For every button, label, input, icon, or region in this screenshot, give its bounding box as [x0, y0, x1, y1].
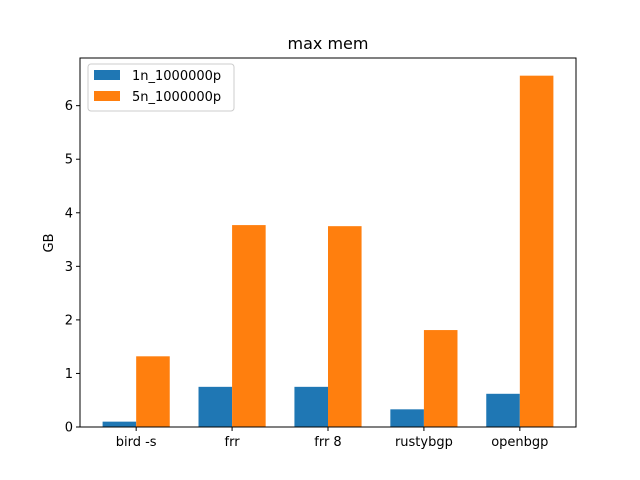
- x-tick-label: bird -s: [116, 435, 157, 450]
- legend: 1n_1000000p 5n_1000000p: [87, 63, 235, 112]
- bar-1n_1000000p-openbgp: [486, 393, 520, 427]
- x-tick-label: rustybgp: [395, 435, 453, 450]
- bar-5n_1000000p-rustybgp: [423, 330, 458, 427]
- y-tick-label: 4: [65, 206, 73, 221]
- chart-title: max mem: [288, 34, 369, 53]
- legend-swatch: [94, 91, 120, 101]
- bar-5n_1000000p-bird--s: [136, 356, 170, 427]
- bar-5n_1000000p-openbgp: [519, 75, 554, 428]
- y-tick-label: 6: [65, 99, 73, 114]
- bar-5n_1000000p-frr-8: [328, 226, 362, 427]
- legend-label: 1n_1000000p: [132, 69, 221, 84]
- x-tick-label: frr: [225, 435, 241, 450]
- y-tick-label: 3: [65, 260, 73, 275]
- y-axis-label: GB: [42, 234, 57, 253]
- y-tick-label: 2: [65, 313, 73, 328]
- legend-box: [87, 63, 235, 112]
- bar-1n_1000000p-frr: [198, 386, 233, 427]
- legend-swatch: [94, 70, 120, 80]
- bar-5n_1000000p-frr: [232, 225, 266, 427]
- y-tick-label: 0: [65, 421, 73, 436]
- bar-1n_1000000p-frr-8: [294, 386, 328, 427]
- legend-label: 5n_1000000p: [132, 90, 221, 105]
- y-tick-label: 5: [65, 153, 73, 168]
- bars-group: [102, 75, 554, 428]
- x-tick-label: frr 8: [314, 435, 341, 450]
- x-tick-label: openbgp: [491, 435, 548, 450]
- bar-1n_1000000p-bird--s: [102, 421, 137, 427]
- y-tick-label: 1: [65, 367, 73, 382]
- bar-1n_1000000p-rustybgp: [390, 409, 424, 427]
- axes-group: 0 1 2 3 4 5 6 bird -s frr frr 8 rustybgp openbgp: [65, 57, 577, 450]
